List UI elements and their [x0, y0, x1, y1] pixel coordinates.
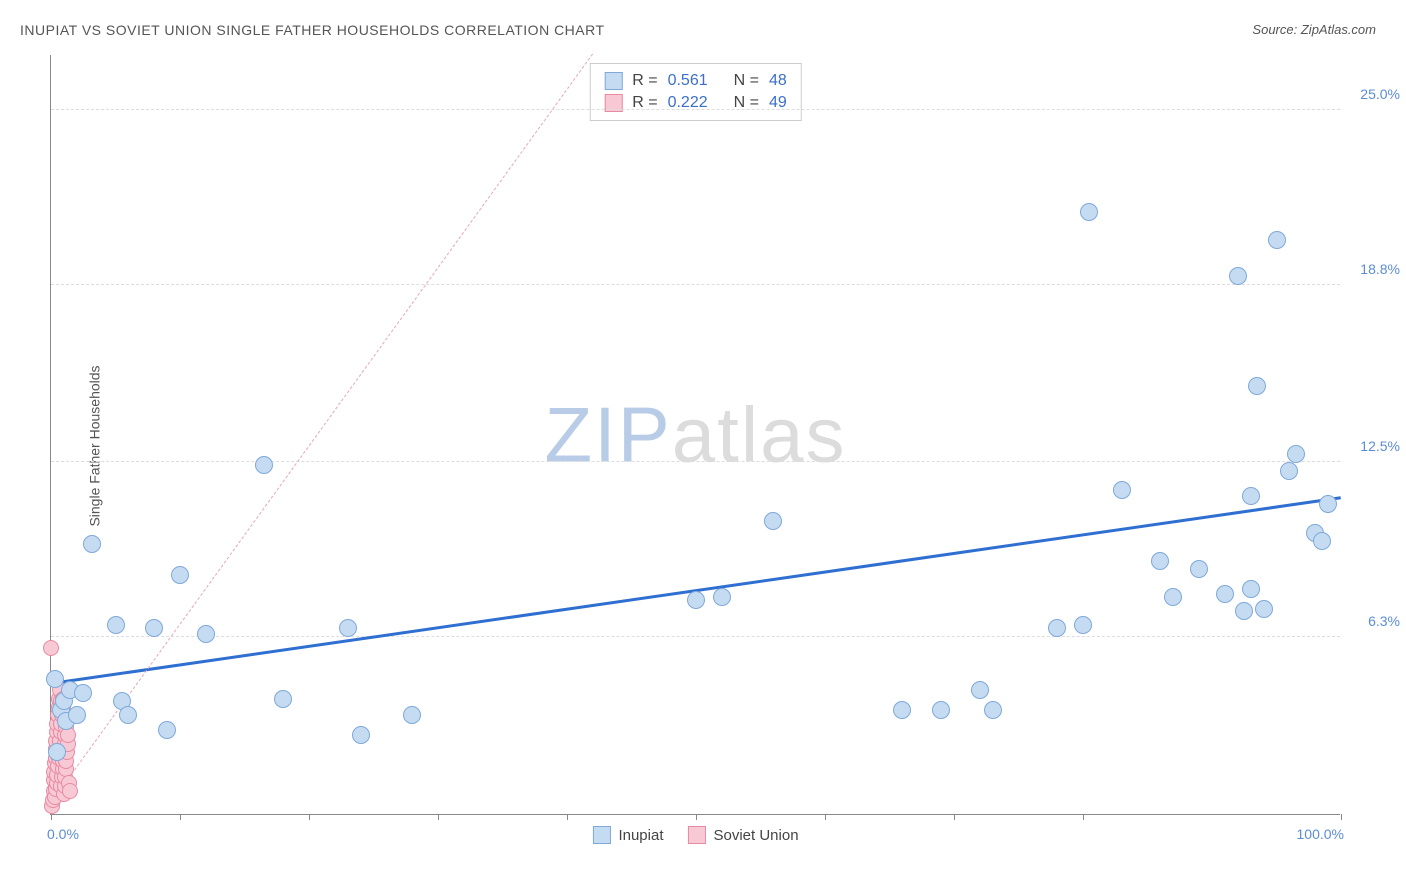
- gridline-horizontal: [51, 109, 1340, 110]
- data-point: [984, 701, 1002, 719]
- gridline-horizontal: [51, 636, 1340, 637]
- data-point: [145, 619, 163, 637]
- r-value: 0.561: [668, 72, 708, 90]
- n-label: N =: [734, 72, 759, 90]
- data-point: [171, 566, 189, 584]
- x-tick: [567, 814, 568, 820]
- data-point: [107, 616, 125, 634]
- x-tick: [954, 814, 955, 820]
- legend-label: Inupiat: [618, 827, 663, 844]
- data-point: [68, 706, 86, 724]
- legend-item: Soviet Union: [687, 826, 798, 844]
- x-tick: [1341, 814, 1342, 820]
- data-point: [1242, 580, 1260, 598]
- data-point: [43, 640, 59, 656]
- data-point: [1151, 552, 1169, 570]
- data-point: [971, 681, 989, 699]
- data-point: [197, 625, 215, 643]
- series-legend: Inupiat Soviet Union: [592, 826, 798, 844]
- data-point: [1190, 560, 1208, 578]
- data-point: [46, 670, 64, 688]
- y-tick-label: 18.8%: [1360, 261, 1400, 277]
- data-point: [83, 535, 101, 553]
- x-tick: [825, 814, 826, 820]
- y-tick-label: 25.0%: [1360, 86, 1400, 102]
- x-tick: [696, 814, 697, 820]
- data-point: [1255, 600, 1273, 618]
- data-point: [1235, 602, 1253, 620]
- x-tick: [51, 814, 52, 820]
- source-attribution: Source: ZipAtlas.com: [1252, 22, 1376, 37]
- data-point: [119, 706, 137, 724]
- watermark-part1: ZIP: [544, 390, 671, 478]
- legend-swatch: [604, 72, 622, 90]
- x-tick-label: 100.0%: [1297, 826, 1344, 842]
- stats-row: R = 0.561 N = 48: [604, 70, 787, 92]
- trend-line: [51, 53, 594, 802]
- x-tick: [309, 814, 310, 820]
- data-point: [352, 726, 370, 744]
- chart-title: INUPIAT VS SOVIET UNION SINGLE FATHER HO…: [20, 22, 605, 38]
- watermark: ZIPatlas: [544, 389, 846, 480]
- scatter-plot-area: ZIPatlas R =0.561N =48R =0.222N =49 Inup…: [50, 55, 1340, 815]
- data-point: [1216, 585, 1234, 603]
- r-label: R =: [632, 72, 657, 90]
- legend-label: Soviet Union: [713, 827, 798, 844]
- legend-swatch: [592, 826, 610, 844]
- data-point: [932, 701, 950, 719]
- data-point: [687, 591, 705, 609]
- gridline-horizontal: [51, 461, 1340, 462]
- correlation-stats-box: R = 0.561 N = 48 R =0.222N =49: [589, 63, 802, 121]
- data-point: [893, 701, 911, 719]
- data-point: [74, 684, 92, 702]
- legend-swatch: [687, 826, 705, 844]
- data-point: [1313, 532, 1331, 550]
- x-tick: [1083, 814, 1084, 820]
- source-link[interactable]: ZipAtlas.com: [1301, 22, 1376, 37]
- data-point: [1287, 445, 1305, 463]
- x-tick-label: 0.0%: [47, 826, 79, 842]
- data-point: [1229, 267, 1247, 285]
- data-point: [1242, 487, 1260, 505]
- x-tick: [438, 814, 439, 820]
- watermark-part2: atlas: [672, 390, 847, 478]
- data-point: [62, 783, 78, 799]
- data-point: [1113, 481, 1131, 499]
- data-point: [1080, 203, 1098, 221]
- data-point: [1164, 588, 1182, 606]
- source-label: Source:: [1252, 22, 1297, 37]
- gridline-horizontal: [51, 284, 1340, 285]
- data-point: [158, 721, 176, 739]
- n-value: 48: [769, 72, 787, 90]
- data-point: [339, 619, 357, 637]
- data-point: [48, 743, 66, 761]
- y-tick-label: 6.3%: [1368, 613, 1400, 629]
- data-point: [1074, 616, 1092, 634]
- x-tick: [180, 814, 181, 820]
- data-point: [1248, 377, 1266, 395]
- data-point: [1268, 231, 1286, 249]
- data-point: [1319, 495, 1337, 513]
- data-point: [764, 512, 782, 530]
- data-point: [713, 588, 731, 606]
- y-tick-label: 12.5%: [1360, 438, 1400, 454]
- data-point: [274, 690, 292, 708]
- data-point: [1048, 619, 1066, 637]
- data-point: [403, 706, 421, 724]
- legend-item: Inupiat: [592, 826, 663, 844]
- data-point: [1280, 462, 1298, 480]
- data-point: [255, 456, 273, 474]
- stats-row: R =0.222N =49: [604, 92, 787, 114]
